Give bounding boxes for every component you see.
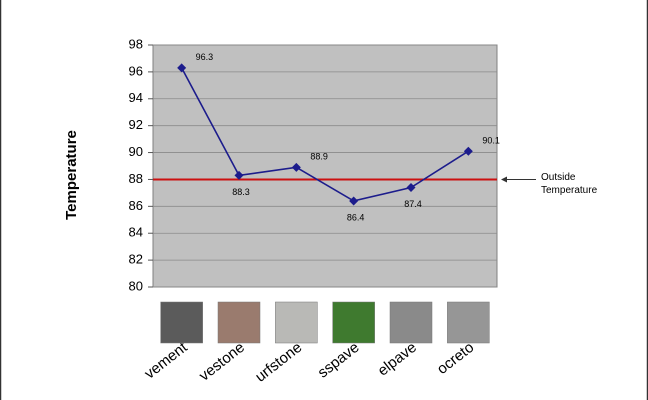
arrow-head	[501, 176, 507, 183]
y-tick-label: 98	[129, 36, 143, 51]
data-point	[349, 196, 359, 206]
data-label: 88.9	[310, 152, 328, 162]
y-tick-label: 92	[129, 117, 143, 132]
data-point	[291, 162, 301, 172]
texture-swatch	[447, 301, 490, 344]
y-tick-label: 88	[129, 171, 143, 186]
plot-area	[152, 44, 498, 288]
y-tick-label: 86	[129, 198, 143, 213]
data-point	[177, 63, 187, 73]
data-point	[406, 183, 416, 193]
annotation-text: Temperature	[541, 185, 598, 196]
y-tick-label: 82	[129, 252, 143, 267]
y-tick-label: 90	[129, 144, 143, 159]
y-tick-label: 94	[129, 90, 143, 105]
data-label: 90.1	[482, 136, 500, 146]
data-label: 88.3	[232, 187, 250, 197]
data-point	[234, 170, 244, 180]
y-tick-label: 84	[129, 225, 143, 240]
texture-swatch	[332, 301, 375, 344]
texture-swatch	[389, 301, 433, 344]
y-tick-label: 96	[129, 63, 143, 78]
y-axis-label: Temperature	[63, 130, 80, 220]
data-point	[463, 146, 473, 156]
data-label: 87.4	[404, 199, 422, 209]
annotation-text: Outside	[541, 172, 576, 183]
texture-swatch	[275, 301, 318, 344]
data-label: 96.3	[196, 52, 214, 62]
texture-swatch	[217, 301, 261, 344]
texture-swatch	[160, 301, 203, 344]
y-tick-label: 80	[129, 278, 143, 293]
data-label: 86.4	[347, 212, 365, 222]
data-line	[180, 67, 469, 202]
